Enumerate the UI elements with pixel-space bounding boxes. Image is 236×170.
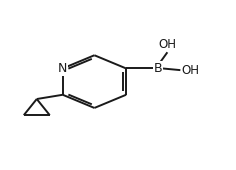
Text: B: B [154, 62, 162, 75]
Text: OH: OH [158, 38, 176, 51]
Text: N: N [58, 62, 67, 75]
Text: OH: OH [181, 64, 200, 77]
